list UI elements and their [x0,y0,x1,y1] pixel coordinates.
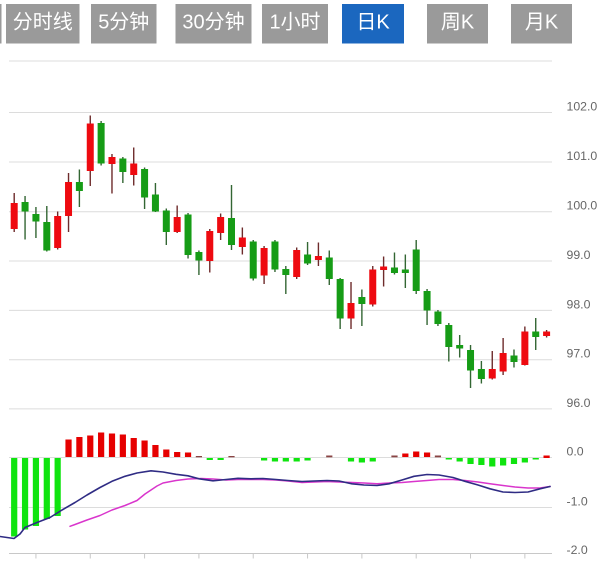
svg-text:分时线: 分时线 [13,11,73,34]
svg-text:102.0: 102.0 [567,100,598,114]
svg-text:100.0: 100.0 [567,199,598,213]
svg-text:30分钟: 30分钟 [182,11,244,34]
svg-text:98.0: 98.0 [567,297,591,311]
svg-text:日K: 日K [356,12,390,34]
svg-text:1小时: 1小时 [269,11,320,34]
svg-text:周K: 周K [441,12,475,34]
svg-text:-1.0: -1.0 [567,495,588,509]
svg-text:-2.0: -2.0 [567,543,588,557]
svg-text:月K: 月K [525,12,559,34]
svg-text:0.0: 0.0 [567,445,584,459]
svg-text:97.0: 97.0 [567,347,591,361]
svg-text:5分钟: 5分钟 [98,11,149,34]
svg-text:101.0: 101.0 [567,149,598,163]
svg-text:99.0: 99.0 [567,248,591,262]
svg-text:96.0: 96.0 [567,396,591,410]
